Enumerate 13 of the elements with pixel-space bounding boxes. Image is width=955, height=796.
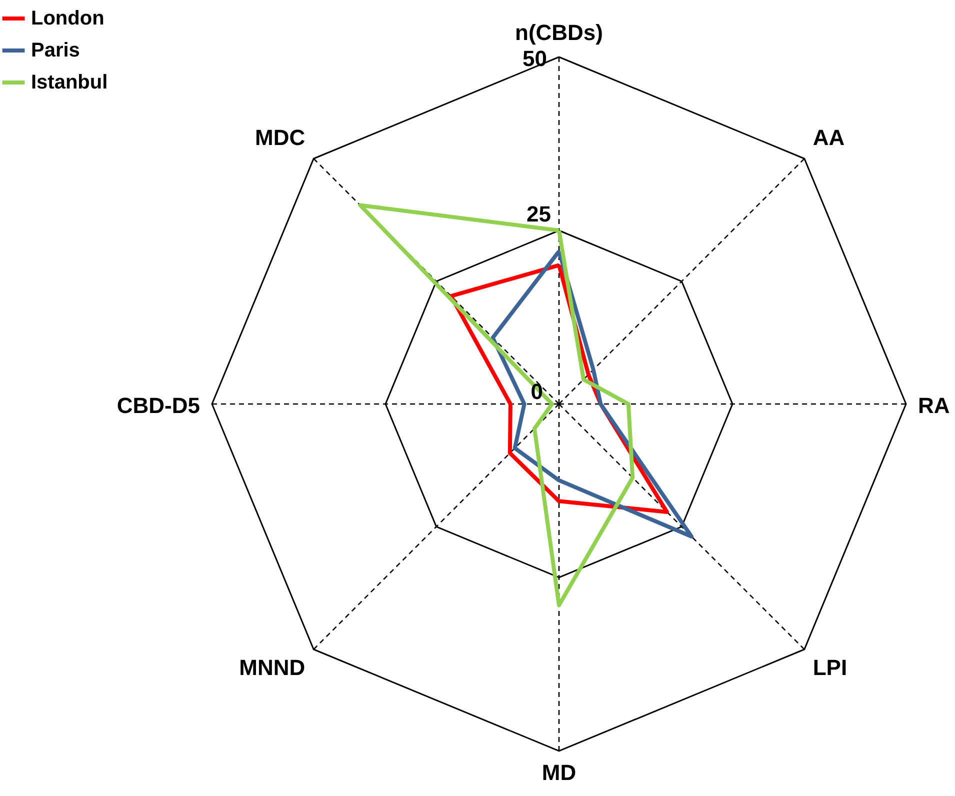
legend-label: Paris (31, 40, 80, 62)
spoke-label: CBD-D5 (116, 393, 200, 418)
y-tick-label: 25 (526, 202, 551, 226)
legend-label: Istanbul (31, 72, 108, 94)
spoke-label: MD (542, 760, 576, 785)
spoke-label: MNND (239, 654, 306, 680)
y-tick-label: 50 (522, 46, 547, 71)
legend-label: London (31, 8, 104, 30)
spoke-label: RA (918, 393, 950, 418)
spoke-label: AA (812, 125, 845, 150)
spoke-label: LPI (812, 654, 848, 680)
spoke-label: n(CBDs) (515, 20, 603, 45)
spoke-label: MDC (255, 125, 306, 150)
